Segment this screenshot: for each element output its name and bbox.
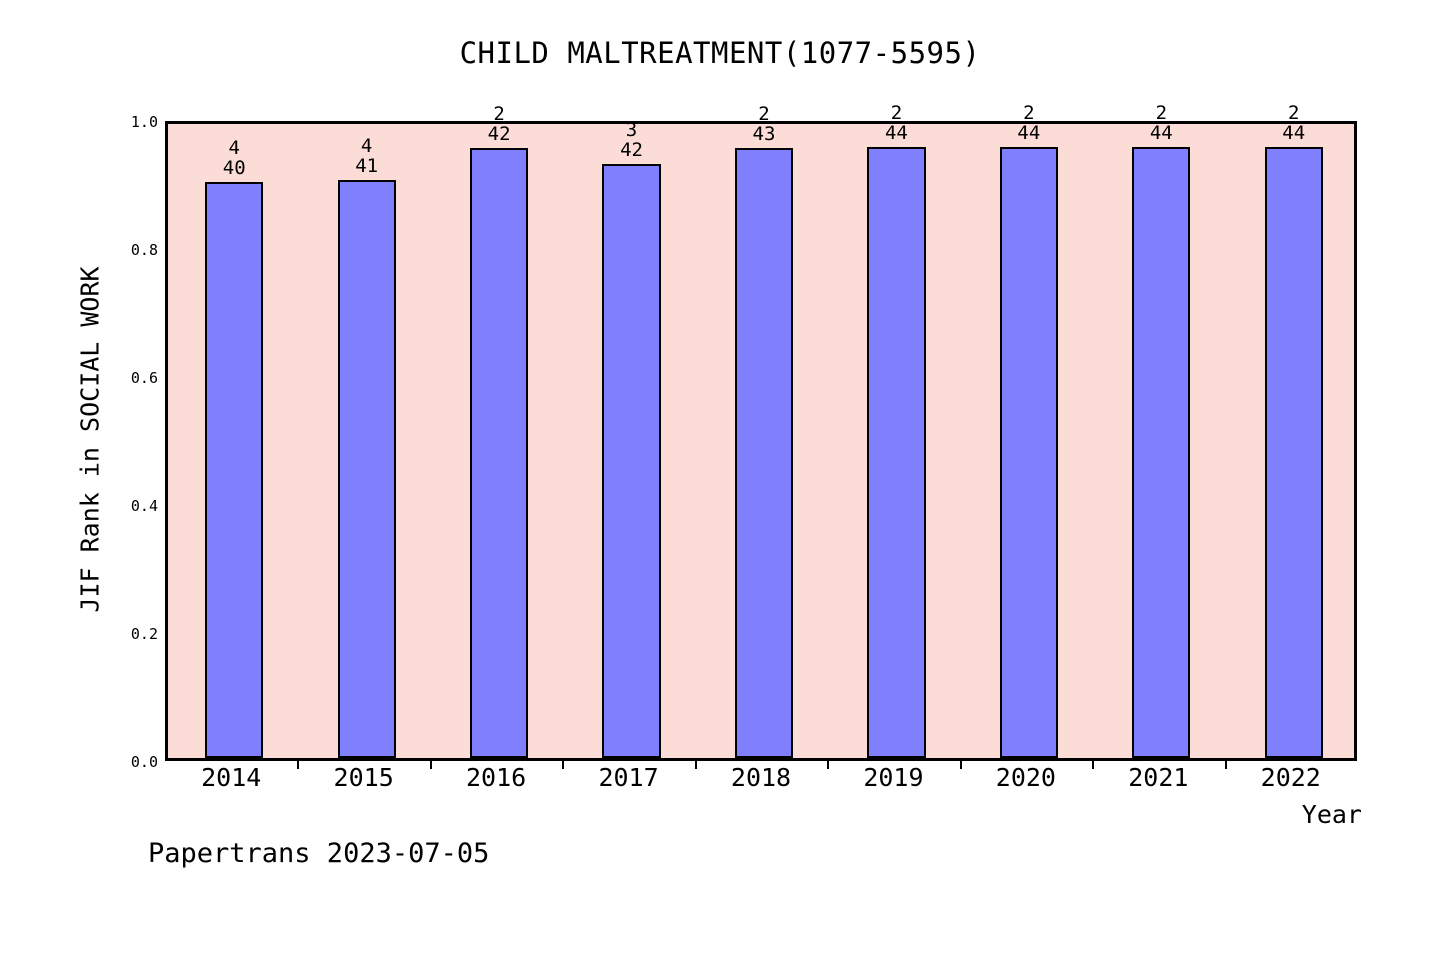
- bar-group: 4 41: [337, 124, 396, 758]
- bar-group: 2 44: [1264, 103, 1323, 758]
- x-tick-label: 2020: [995, 763, 1056, 792]
- bar-value-label: 2 44: [885, 103, 908, 143]
- bar-value-label: 4 41: [355, 136, 378, 176]
- x-tick-label: 2014: [201, 763, 262, 792]
- bar-label-rank: 2: [1155, 102, 1168, 125]
- bar-label-total: 40: [222, 157, 246, 179]
- bar-2017[interactable]: [602, 163, 661, 758]
- bar-label-total: 41: [355, 155, 379, 178]
- bar-group: 2 44: [867, 103, 926, 758]
- x-tick-mark: [1224, 759, 1227, 769]
- plot-area: 4 40 4 41 2 42 3 42 2 43 2 44 2 44 2 44 2 44: [165, 103, 1357, 761]
- x-tick-mark: [297, 759, 300, 769]
- y-tick-label: 0.4: [130, 497, 158, 515]
- bar-2016[interactable]: [469, 148, 529, 758]
- bar-label-total: 44: [1149, 122, 1173, 145]
- x-tick-label: 2022: [1260, 763, 1321, 792]
- bar-2021[interactable]: [1132, 147, 1191, 758]
- x-tick-mark: [562, 759, 565, 769]
- bar-2015[interactable]: [337, 180, 396, 758]
- bar-label-total: 44: [1017, 122, 1041, 145]
- bar-label-total: 42: [620, 138, 643, 161]
- bar-label-total: 43: [752, 122, 776, 145]
- bar-label-rank: 4: [360, 135, 373, 158]
- y-tick-label: 0.0: [130, 753, 158, 771]
- y-axis-title: JIF Rank in SOCIAL WORK: [75, 266, 105, 613]
- y-tick-label: 1.0: [130, 113, 158, 131]
- bar-group: 2 42: [469, 104, 529, 758]
- bar-label-rank: 2: [758, 102, 770, 125]
- y-tick-label: 0.2: [130, 625, 158, 643]
- bar-value-label: 3 42: [620, 120, 643, 160]
- x-tick-label: 2019: [863, 763, 924, 792]
- x-tick-label: 2018: [730, 763, 792, 792]
- bar-value-label: 2 43: [753, 104, 776, 144]
- bar-label-rank: 4: [228, 137, 240, 159]
- bar-label-total: 44: [1282, 122, 1306, 145]
- x-axis-title: Year: [1301, 800, 1362, 829]
- bar-value-label: 2 44: [1150, 103, 1173, 143]
- bar-2020[interactable]: [999, 147, 1059, 758]
- x-tick-mark: [827, 759, 830, 769]
- bar-group: 2 44: [1132, 103, 1191, 758]
- bar-2018[interactable]: [734, 147, 794, 758]
- bar-value-label: 4 40: [223, 138, 246, 178]
- bar-group: 3 42: [602, 120, 661, 758]
- bar-2019[interactable]: [867, 147, 926, 758]
- x-tick-mark: [694, 759, 697, 769]
- bar-group: 2 44: [999, 103, 1059, 758]
- chart-title: CHILD MALTREATMENT(1077-5595): [459, 36, 981, 70]
- bar-group: 4 40: [205, 124, 264, 758]
- y-tick-label: 0.8: [130, 241, 158, 259]
- bars-layer: 4 40 4 41 2 42 3 42 2 43 2 44 2 44 2 44 2 44: [168, 103, 1354, 758]
- x-tick-label: 2016: [466, 763, 527, 792]
- x-tick-label: 2021: [1128, 763, 1189, 792]
- bar-label-rank: 3: [625, 118, 638, 141]
- x-tick-mark: [959, 759, 962, 769]
- bar-label-total: 44: [884, 122, 908, 145]
- bar-group: 2 43: [734, 104, 794, 758]
- bar-label-total: 42: [487, 123, 511, 146]
- bar-value-label: 2 44: [1017, 103, 1040, 143]
- x-tick-label: 2017: [598, 763, 659, 792]
- bar-label-rank: 2: [890, 102, 903, 125]
- bar-value-label: 2 44: [1282, 103, 1305, 143]
- bar-2014[interactable]: [205, 182, 264, 758]
- x-tick-label: 2015: [333, 763, 394, 792]
- bar-label-rank: 2: [1288, 102, 1300, 125]
- bar-2022[interactable]: [1264, 147, 1323, 758]
- x-tick-mark: [1092, 759, 1095, 769]
- bar-value-label: 2 42: [488, 104, 511, 144]
- x-tick-mark: [429, 759, 432, 769]
- y-tick-label: 0.6: [130, 369, 158, 387]
- bar-label-rank: 2: [493, 103, 505, 126]
- footer-note: Papertrans 2023-07-05: [148, 838, 490, 869]
- bar-label-rank: 2: [1023, 102, 1035, 125]
